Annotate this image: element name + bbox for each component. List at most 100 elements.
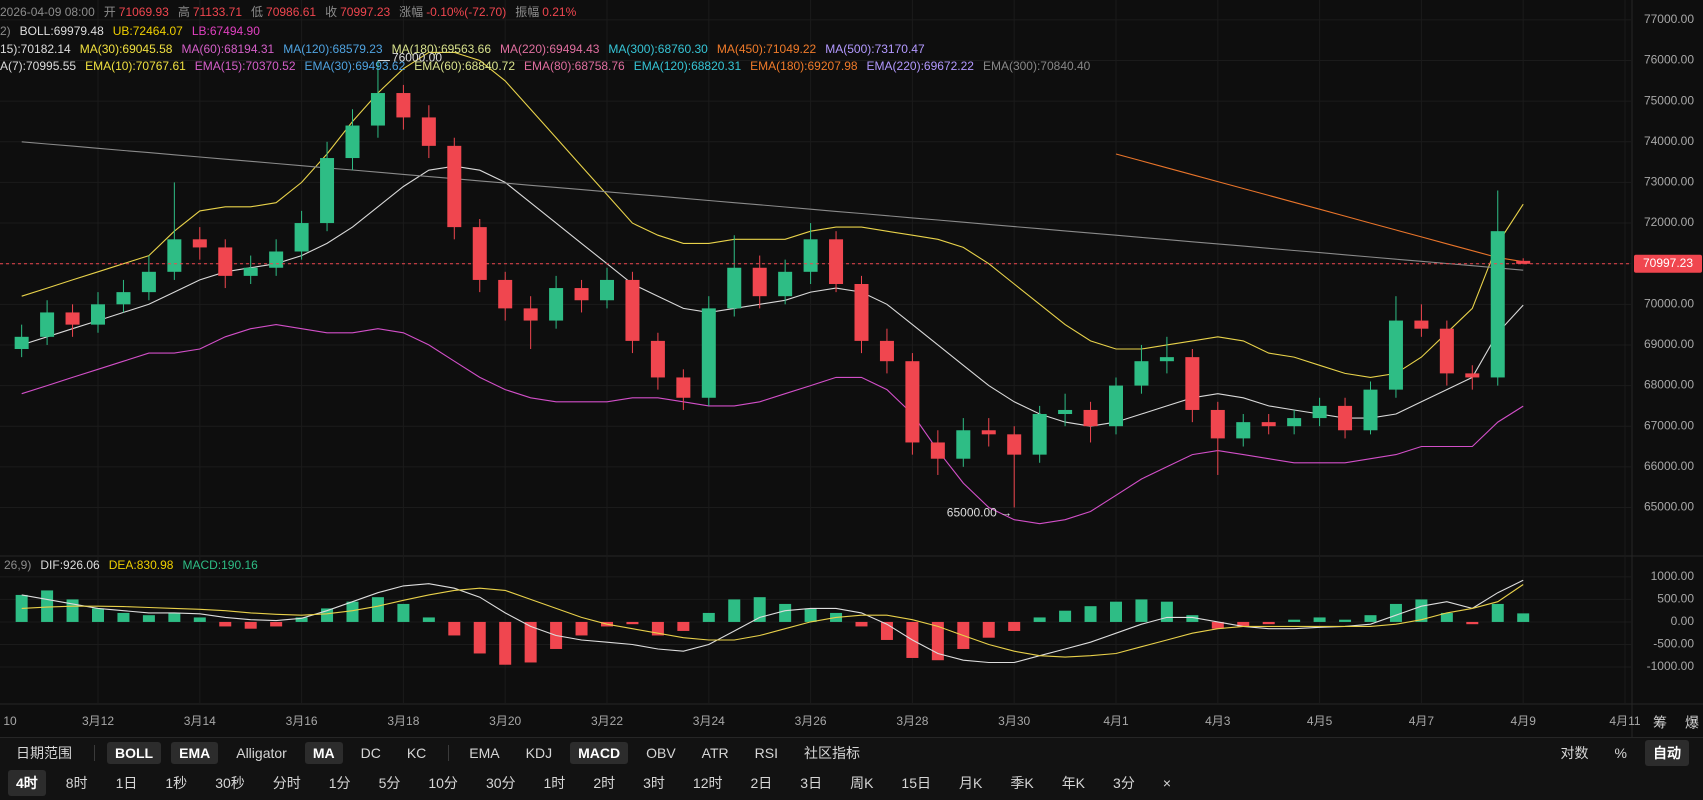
macd-bar <box>855 621 868 627</box>
candle-body <box>727 267 742 309</box>
header-item: 2) <box>0 24 11 38</box>
toolbar-button[interactable]: 15日 <box>901 775 931 791</box>
y-tick-label: 76000.00 <box>1644 53 1694 67</box>
header-item: EMA(30):69493.62 <box>304 59 406 73</box>
macd-bar <box>626 621 639 625</box>
header-item: DEA:830.98 <box>108 558 174 572</box>
toolbar-button[interactable]: 4时 <box>8 770 46 796</box>
macd-bar <box>41 590 54 622</box>
toolbar-button[interactable]: DC <box>360 745 381 761</box>
toolbar-button[interactable]: 社区指标 <box>803 745 860 761</box>
candle-body <box>91 304 105 325</box>
toolbar-button[interactable]: EMA <box>171 742 219 764</box>
header-item: MA(60):68194.31 <box>181 42 275 56</box>
header-item: MA(180):69563.66 <box>391 42 492 56</box>
toolbar-button[interactable]: 30秒 <box>215 775 245 791</box>
toolbar-button[interactable]: BOLL <box>107 742 162 764</box>
candle-body <box>472 227 487 280</box>
toolbar-button[interactable]: KC <box>406 745 427 761</box>
toolbar-button[interactable]: 2时 <box>593 775 616 791</box>
toolbar-button[interactable]: 30分 <box>485 775 516 791</box>
macd-bar <box>1110 601 1122 622</box>
macd-bar <box>371 597 384 622</box>
header-item: LB:67494.90 <box>191 24 260 38</box>
toolbar-button[interactable]: % <box>1614 745 1627 761</box>
x-tick-label: 3月22 <box>591 714 623 728</box>
toolbar-button[interactable]: 12时 <box>692 775 723 791</box>
candle-body <box>1516 260 1531 264</box>
header-item: MA(300):68760.30 <box>608 42 708 56</box>
candle-body <box>1287 418 1302 427</box>
header-item: 高 <box>177 5 190 19</box>
macd-bar <box>448 621 461 636</box>
toolbar-button[interactable]: 3日 <box>800 775 823 791</box>
toolbar-button[interactable]: OBV <box>646 745 676 761</box>
toolbar-button[interactable]: × <box>1162 775 1172 791</box>
x-tick-label: 3月30 <box>998 714 1030 728</box>
y-tick-label: 70000.00 <box>1644 296 1694 310</box>
toolbar-button[interactable]: 季K <box>1010 775 1034 791</box>
macd-bar <box>524 621 537 663</box>
x-tick-label: 3月28 <box>896 714 928 728</box>
header-item: MA(450):71049.22 <box>716 42 817 56</box>
toolbar-button[interactable]: 日期范围 <box>16 745 72 761</box>
y-tick-label: 75000.00 <box>1644 93 1694 107</box>
toolbar-button[interactable]: 1时 <box>543 775 566 791</box>
toolbar-button[interactable]: ATR <box>701 745 729 761</box>
candle-body <box>1185 357 1200 410</box>
macd-bar <box>575 621 588 636</box>
toolbar-button[interactable]: EMA <box>469 745 500 761</box>
macd-bar <box>1008 621 1021 631</box>
x-tick-label: 3月12 <box>82 714 114 728</box>
x-tick-label: 4月7 <box>1409 714 1435 728</box>
candle-body <box>65 312 80 325</box>
toolbar-button[interactable]: 10分 <box>428 775 458 791</box>
toolbar-button[interactable]: 自动 <box>1645 740 1689 766</box>
macd-bar <box>66 599 79 622</box>
x-tick-label: 4月9 <box>1511 714 1537 728</box>
ema-header: A(7):70995.55 EMA(10):70767.61 EMA(15):703… <box>0 57 1099 75</box>
macd-bar <box>1186 615 1199 622</box>
macd-bar <box>1440 612 1453 622</box>
toolbar-button[interactable]: 对数 <box>1560 745 1589 761</box>
candle-body <box>1388 320 1403 390</box>
indicator-line <box>1115 153 1524 263</box>
x-tick-label: 3月26 <box>795 714 827 728</box>
macd-bar <box>1033 617 1046 622</box>
candle-body <box>905 361 920 443</box>
header-item: MACD:190.16 <box>182 558 258 572</box>
macd-bar <box>193 617 206 622</box>
toolbar-button[interactable]: 8时 <box>65 775 88 791</box>
toolbar-button[interactable]: 1分 <box>328 775 351 791</box>
toolbar-button[interactable]: 月K <box>959 775 983 791</box>
toolbar-button[interactable]: 年K <box>1061 775 1086 791</box>
chart: 10 3月12 3月14 3月16 3月18 3月20 3月22 3月24 3月26 3月28 3月… <box>0 0 1703 737</box>
toolbar-button[interactable]: MA <box>304 742 343 764</box>
toolbar-button[interactable]: 3时 <box>643 775 665 791</box>
macd-bar <box>1237 621 1250 627</box>
toolbar-button[interactable]: 1秒 <box>165 775 188 791</box>
toolbar-button[interactable]: RSI <box>754 745 778 761</box>
macd-bar <box>753 597 766 622</box>
candle-body <box>778 271 793 297</box>
header-item: MA(500):73170.47 <box>825 42 925 56</box>
header-item: 71069.93 <box>118 5 169 19</box>
macd-bar <box>1517 613 1530 622</box>
toolbar-button[interactable]: 2日 <box>750 775 773 791</box>
indicator-line <box>21 51 1524 378</box>
toolbar-button[interactable]: KDJ <box>525 745 553 761</box>
ma-header: 15):70182.14 MA(30):69045.58 MA(60):68194.… <box>0 40 934 58</box>
toolbar-button[interactable]: 周K <box>850 775 874 791</box>
toolbar-button[interactable]: Alligator <box>236 745 287 761</box>
toolbar-button[interactable]: MACD <box>570 742 629 764</box>
y-tick-label: 66000.00 <box>1644 459 1694 473</box>
toolbar-button[interactable]: 5分 <box>378 775 401 791</box>
toolbar-button[interactable]: 1日 <box>115 775 138 791</box>
candle-body <box>1236 422 1251 439</box>
macd-bar <box>1339 619 1352 622</box>
candle-body <box>1058 409 1073 415</box>
toolbar-button[interactable]: 3分 <box>1113 775 1135 791</box>
toolbar-button[interactable]: 分时 <box>272 775 301 791</box>
indicator-line <box>21 584 1524 658</box>
